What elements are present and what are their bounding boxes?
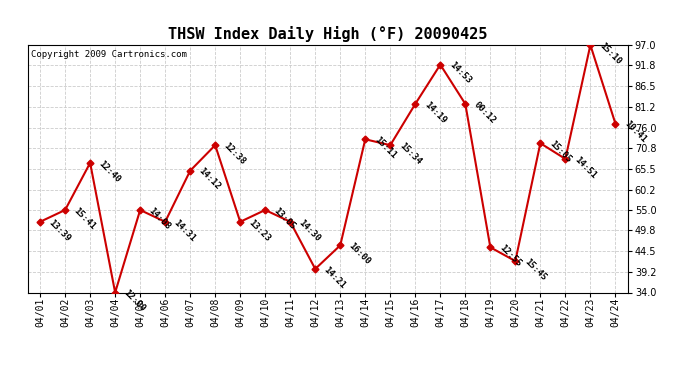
Text: 14:31: 14:31 xyxy=(172,217,197,243)
Text: 12:00: 12:00 xyxy=(122,288,148,314)
Text: 12:40: 12:40 xyxy=(97,159,122,184)
Text: 14:08: 14:08 xyxy=(147,206,172,231)
Text: 13:05: 13:05 xyxy=(272,206,297,231)
Text: 13:39: 13:39 xyxy=(47,217,72,243)
Title: THSW Index Daily High (°F) 20090425: THSW Index Daily High (°F) 20090425 xyxy=(168,27,487,42)
Text: 15:41: 15:41 xyxy=(72,206,97,231)
Text: 12:38: 12:38 xyxy=(222,141,248,166)
Text: 15:05: 15:05 xyxy=(547,139,573,164)
Text: 13:23: 13:23 xyxy=(247,217,273,243)
Text: 12:55: 12:55 xyxy=(497,243,522,268)
Text: Copyright 2009 Cartronics.com: Copyright 2009 Cartronics.com xyxy=(30,50,186,59)
Text: 14:12: 14:12 xyxy=(197,166,222,192)
Text: 14:53: 14:53 xyxy=(447,60,473,86)
Text: 10:41: 10:41 xyxy=(622,119,648,145)
Text: 15:34: 15:34 xyxy=(397,141,422,166)
Text: 15:45: 15:45 xyxy=(522,257,548,282)
Text: 14:51: 14:51 xyxy=(572,155,598,180)
Text: 14:19: 14:19 xyxy=(422,100,448,125)
Text: 15:10: 15:10 xyxy=(598,41,622,66)
Text: 14:30: 14:30 xyxy=(297,217,322,243)
Text: 15:11: 15:11 xyxy=(372,135,397,160)
Text: 00:12: 00:12 xyxy=(472,100,497,125)
Text: 16:00: 16:00 xyxy=(347,241,373,267)
Text: 14:21: 14:21 xyxy=(322,265,348,290)
